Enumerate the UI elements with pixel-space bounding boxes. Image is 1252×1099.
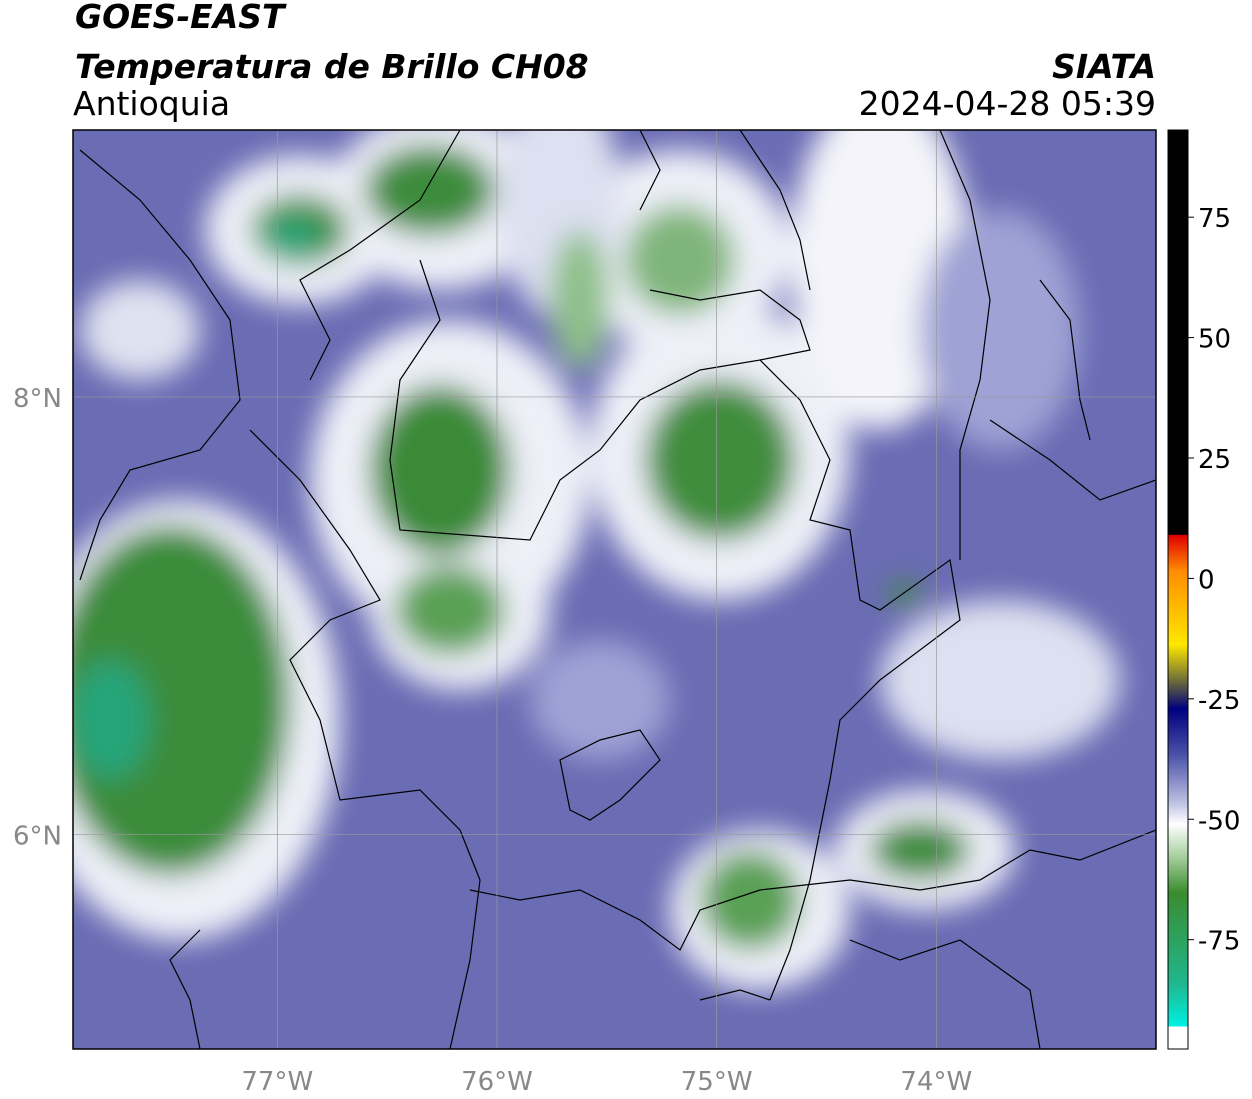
cloud — [370, 385, 510, 555]
cloud — [550, 230, 610, 370]
cloud — [920, 210, 1080, 450]
x-tick-label: 74°W — [900, 1067, 972, 1097]
colorbar — [1167, 129, 1189, 1050]
datetime: 2024-04-28 05:39 — [859, 84, 1156, 123]
map-frame — [72, 129, 1157, 1050]
cloud — [880, 600, 1120, 760]
x-tick-label: 75°W — [681, 1067, 753, 1097]
cloud — [260, 218, 320, 262]
colorbar-tick-label: 75 — [1198, 204, 1231, 234]
cloud — [887, 583, 923, 607]
borders — [79, 130, 1156, 1049]
colorbar-tick-label: -50 — [1198, 806, 1240, 836]
cloud — [73, 660, 150, 780]
colorbar-tick-label: 25 — [1198, 445, 1231, 475]
region: Antioquia — [73, 84, 230, 123]
x-tick-label: 76°W — [461, 1067, 533, 1097]
x-tick-label: 77°W — [241, 1067, 313, 1097]
colorbar-tick-label: -25 — [1198, 686, 1240, 716]
map-image — [73, 130, 1156, 1049]
subtitle: Temperatura de Brillo CH08 — [75, 47, 589, 86]
cloud — [645, 380, 795, 540]
colorbar-tick-label: 50 — [1198, 325, 1231, 355]
cloud — [395, 565, 505, 655]
source: SIATA — [1052, 47, 1156, 86]
colorbar-tick-label: -75 — [1198, 927, 1240, 957]
cloud — [625, 205, 735, 315]
cloud — [365, 145, 495, 235]
title: GOES-EAST — [75, 0, 287, 36]
cloud — [73, 525, 290, 875]
colorbar-tick-label: 0 — [1198, 565, 1215, 595]
cloud — [80, 280, 200, 380]
cloud — [530, 640, 670, 760]
cloud — [700, 850, 800, 950]
y-tick-label: 6°N — [13, 822, 62, 852]
y-tick-label: 8°N — [13, 384, 62, 414]
cloud — [870, 820, 970, 880]
